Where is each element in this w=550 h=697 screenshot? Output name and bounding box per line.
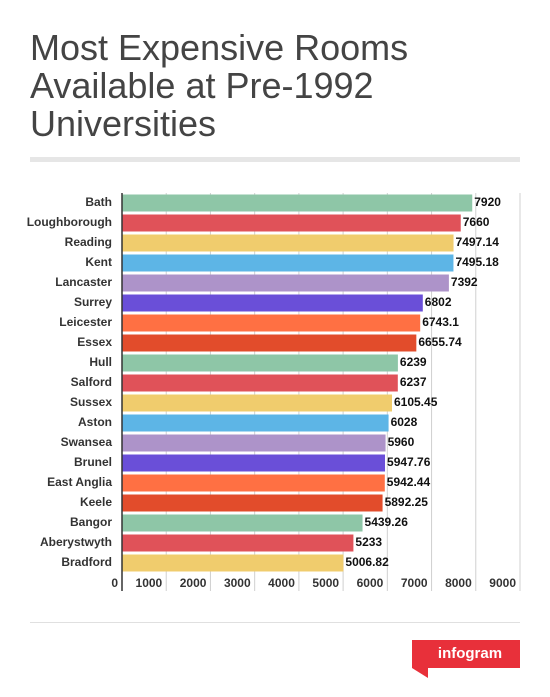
y-tick-label: Reading (65, 235, 112, 249)
bar (122, 354, 398, 372)
y-tick-label: Bangor (70, 515, 112, 529)
bar (122, 194, 473, 212)
y-tick-label: Loughborough (27, 215, 112, 229)
brand-logo (412, 640, 520, 678)
bar (122, 254, 454, 272)
y-tick-label: Aston (78, 415, 112, 429)
value-label: 7392 (451, 275, 478, 289)
value-label: 6239 (400, 355, 427, 369)
value-label: 5006.82 (345, 555, 389, 569)
value-label: 6655.74 (418, 335, 462, 349)
x-tick-label: 4000 (268, 576, 295, 590)
x-tick-label: 9000 (489, 576, 516, 590)
value-label: 6237 (400, 375, 427, 389)
bar (122, 514, 363, 532)
y-tick-label: Surrey (74, 295, 112, 309)
x-tick-label: 6000 (357, 576, 384, 590)
value-label: 5439.26 (365, 515, 409, 529)
bar (122, 494, 383, 512)
bar (122, 294, 423, 312)
value-label: 6028 (391, 415, 418, 429)
bar (122, 534, 354, 552)
value-label: 6105.45 (394, 395, 438, 409)
bar (122, 234, 454, 252)
bar (122, 454, 386, 472)
x-tick-label: 1000 (136, 576, 163, 590)
y-tick-label: East Anglia (47, 475, 112, 489)
y-tick-label: Essex (77, 335, 112, 349)
value-label: 5947.76 (387, 455, 431, 469)
x-tick-label: 0 (111, 576, 118, 590)
bar (122, 434, 386, 452)
footer-rule (30, 622, 520, 623)
y-tick-label: Bradford (61, 555, 112, 569)
y-tick-label: Salford (71, 375, 112, 389)
x-tick-label: 3000 (224, 576, 251, 590)
y-tick-label: Hull (89, 355, 112, 369)
bar (122, 274, 449, 292)
bar (122, 314, 421, 332)
title-rule (30, 157, 520, 162)
value-label: 6802 (425, 295, 452, 309)
y-tick-label: Kent (85, 255, 112, 269)
bar (122, 334, 417, 352)
bar (122, 414, 389, 432)
x-tick-label: 8000 (445, 576, 472, 590)
bar (122, 474, 385, 492)
y-tick-label: Swansea (61, 435, 113, 449)
value-label: 7495.18 (455, 255, 499, 269)
chart-title: Most Expensive Rooms Available at Pre-199… (30, 27, 408, 144)
value-label: 5233 (355, 535, 382, 549)
y-tick-label: Sussex (70, 395, 112, 409)
y-tick-label: Lancaster (55, 275, 112, 289)
value-label: 7920 (474, 195, 501, 209)
value-label: 7497.14 (456, 235, 500, 249)
y-tick-label: Bath (85, 195, 112, 209)
value-label: 5960 (388, 435, 415, 449)
x-tick-label: 5000 (312, 576, 339, 590)
value-label: 6743.1 (422, 315, 459, 329)
value-label: 5942.44 (387, 475, 431, 489)
value-label: 7660 (463, 215, 490, 229)
y-tick-label: Aberystwyth (40, 535, 112, 549)
bar (122, 374, 398, 392)
x-tick-label: 7000 (401, 576, 428, 590)
bar (122, 554, 344, 572)
y-tick-label: Brunel (74, 455, 112, 469)
y-tick-label: Keele (80, 495, 112, 509)
x-tick-label: 2000 (180, 576, 207, 590)
bar (122, 214, 461, 232)
brand-text: infogram (438, 645, 502, 662)
y-tick-label: Leicester (59, 315, 112, 329)
value-label: 5892.25 (385, 495, 429, 509)
bar (122, 394, 392, 412)
